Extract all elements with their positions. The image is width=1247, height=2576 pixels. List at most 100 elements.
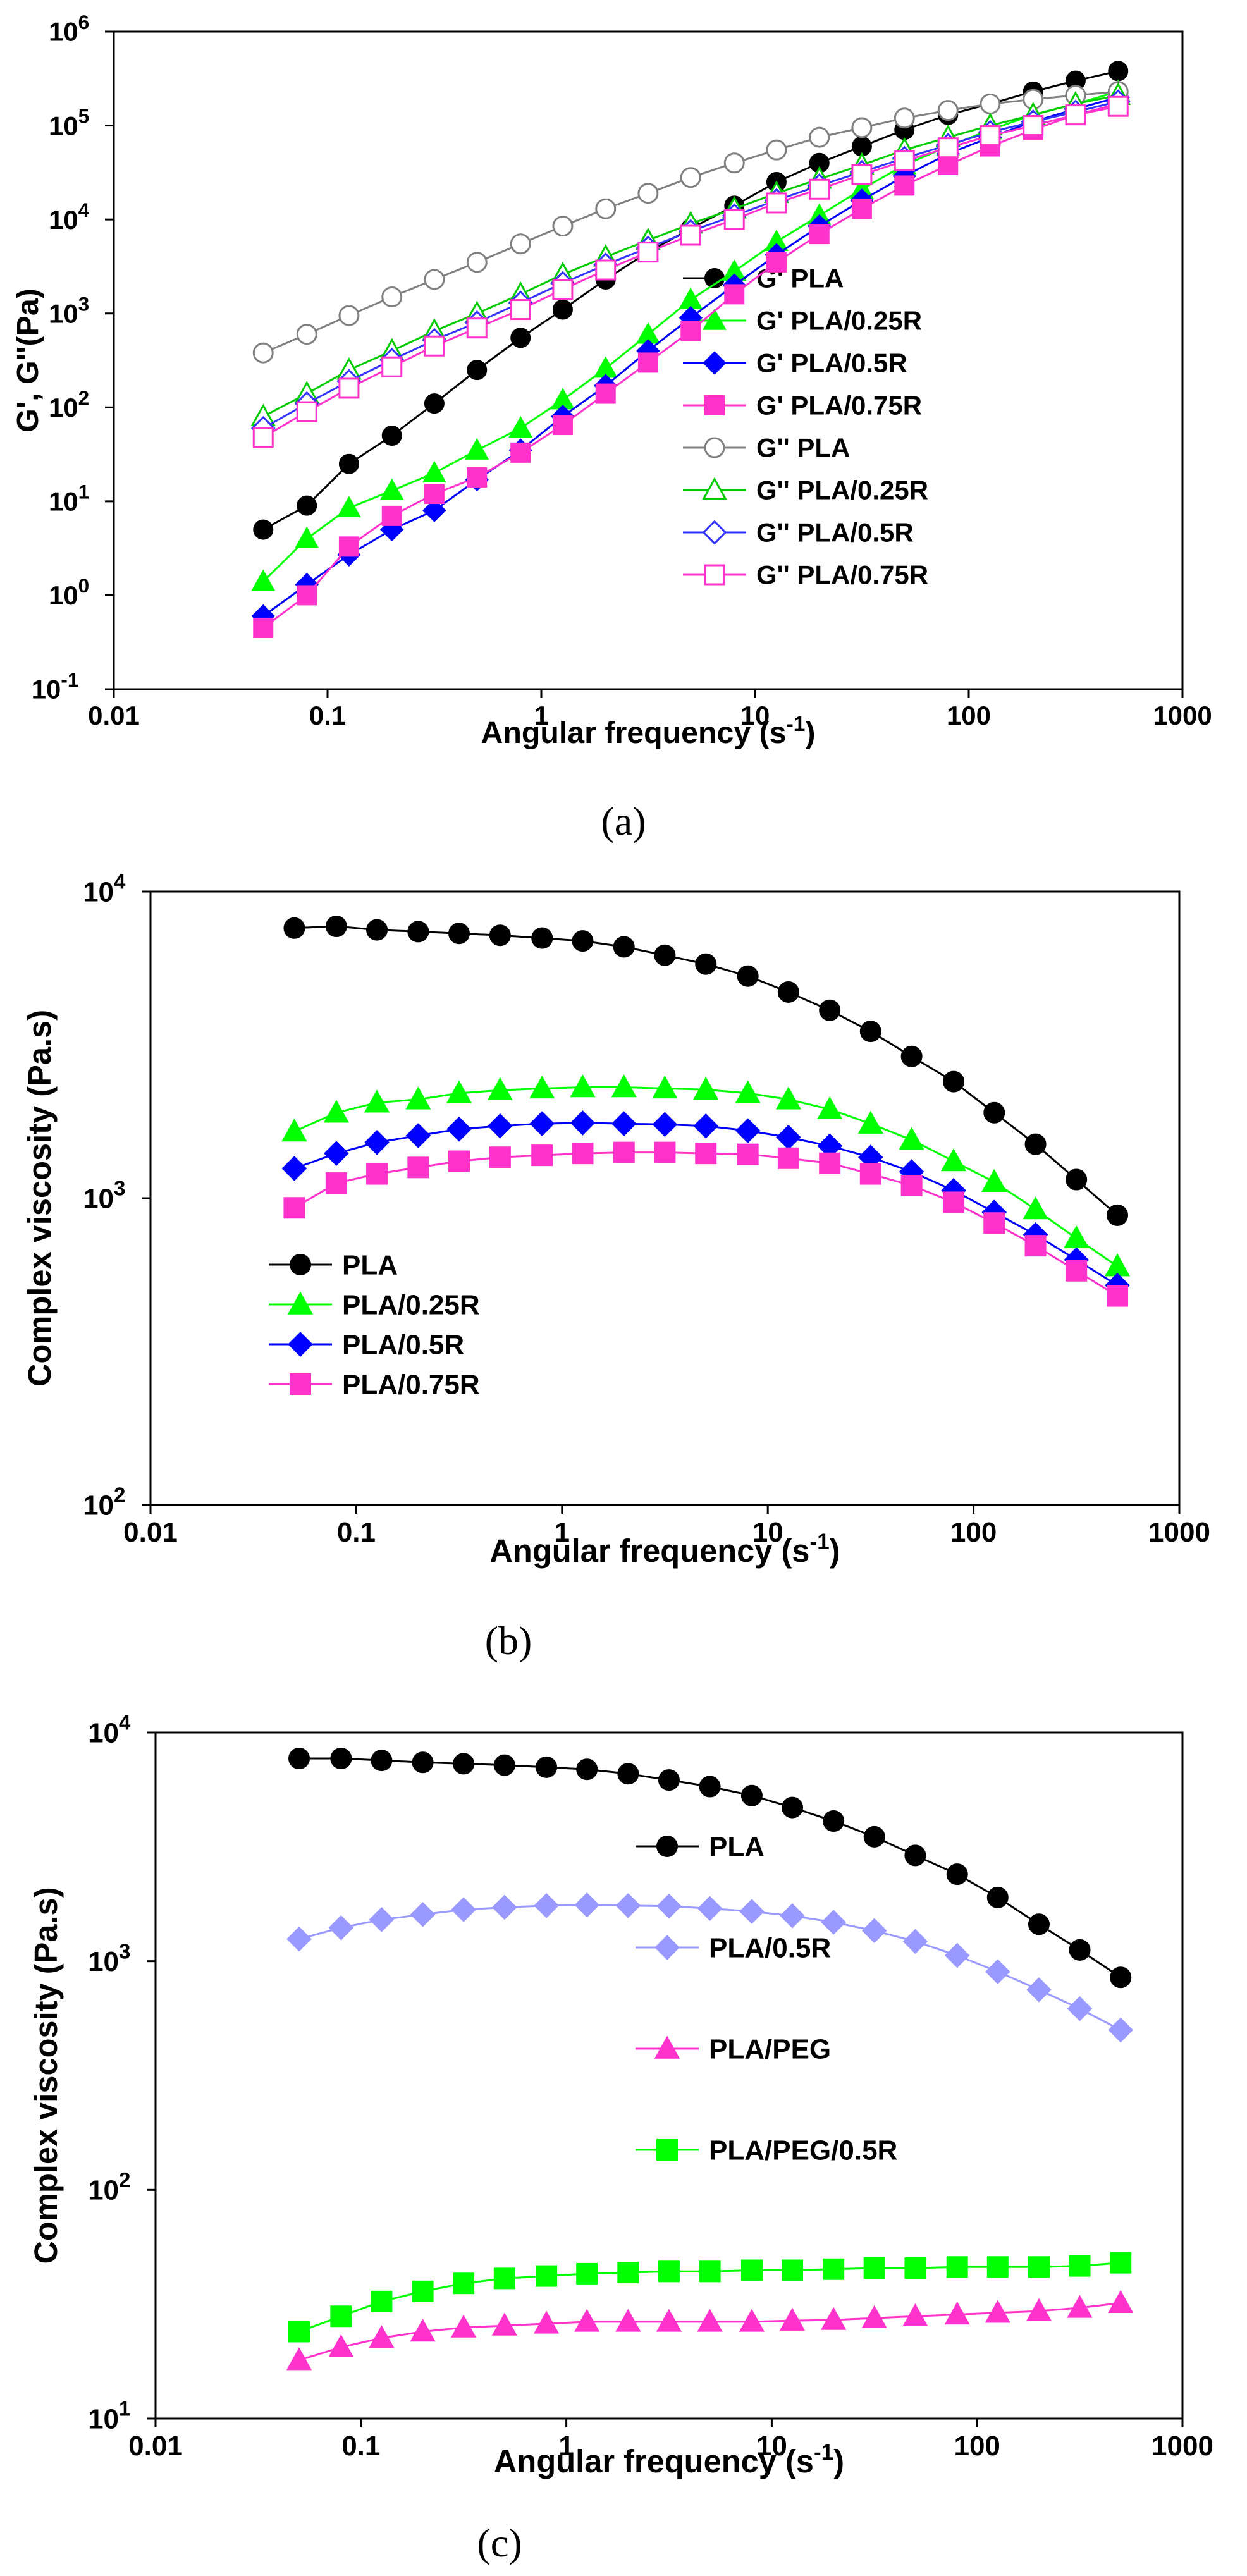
y-axis: 101 102 103 104: [88, 1711, 156, 2434]
data-point: [448, 1150, 470, 1172]
data-point: [777, 1147, 799, 1169]
data-point: [510, 328, 531, 348]
data-point: [851, 164, 873, 185]
x-tick-label: 0.1: [341, 2431, 380, 2462]
y-tick-label: 104: [83, 870, 126, 908]
data-point: [817, 1096, 843, 1120]
y-tick-label: 103: [83, 1177, 125, 1215]
legend-marker: [654, 2035, 680, 2059]
x-tick-label: 0.1: [337, 1517, 376, 1548]
data-point: [508, 415, 533, 438]
legend-label: G' PLA/0.75R: [756, 391, 922, 420]
legend-item: PLA: [636, 1831, 765, 1862]
x-tick-label: 10: [756, 2431, 787, 2462]
data-point: [821, 1910, 846, 1935]
data-point: [366, 1163, 388, 1185]
data-point: [572, 930, 594, 952]
caption-b: (b): [484, 1618, 532, 1663]
data-point: [491, 2312, 517, 2336]
data-point: [697, 2309, 723, 2332]
chart-c-svg: 0.01 0.1 1 10 100 1000 101 102 103 104 Angular fre…: [28, 1711, 1213, 2479]
data-point: [782, 1796, 804, 1819]
chart-panel-b: 0.01 0.1 1 10 100 1000 102 103 104 Angular freque…: [0, 847, 1247, 1682]
data-point: [595, 198, 617, 219]
data-point: [809, 126, 830, 148]
data-point: [1067, 1996, 1093, 2021]
data-point: [487, 1077, 513, 1100]
data-point: [536, 2265, 558, 2287]
data-point: [366, 919, 388, 941]
data-point: [288, 1748, 310, 1770]
x-tick-label: 10: [752, 1517, 783, 1548]
legend-label: G'' PLA/0.25R: [756, 475, 928, 505]
data-point: [637, 352, 658, 373]
x-tick-label: 1: [555, 1517, 570, 1548]
legend-marker: [290, 1373, 311, 1395]
data-point: [466, 252, 488, 273]
y-tick-label: 106: [49, 11, 89, 47]
data-point: [448, 923, 470, 945]
legend-marker: [654, 1935, 680, 1960]
data-point: [1023, 115, 1044, 137]
series-pla-0-5r: [286, 1892, 1134, 2043]
data-point: [737, 1143, 759, 1165]
data-point: [693, 1076, 719, 1100]
legend-marker: [704, 564, 725, 586]
legend-label: G'' PLA/0.75R: [756, 560, 928, 590]
data-point: [534, 1892, 559, 1918]
data-point: [697, 1896, 723, 1922]
data-point: [739, 2309, 765, 2332]
data-point: [574, 1892, 600, 1918]
data-point: [1028, 1913, 1050, 1935]
legend-label: PLA/0.5R: [342, 1329, 464, 1360]
data-point: [338, 377, 360, 399]
legend-label: PLA/0.75R: [342, 1369, 480, 1400]
legend-label: PLA: [342, 1249, 398, 1280]
data-point: [904, 2257, 926, 2279]
chart-a-svg: 0.01 0.1 1 10 100 100010-11001011021031041051…: [11, 11, 1212, 750]
data-point: [637, 242, 659, 263]
data-point: [735, 1118, 761, 1144]
legend-item: G' PLA/0.25R: [683, 306, 922, 336]
data-point: [613, 1141, 635, 1163]
data-point: [422, 498, 446, 522]
data-point: [615, 2309, 641, 2332]
data-point: [1064, 1225, 1090, 1249]
legend-label: PLA/0.25R: [342, 1289, 480, 1320]
x-tick-label: 1000: [1152, 2431, 1213, 2462]
data-point: [288, 2321, 310, 2343]
data-point: [776, 1124, 801, 1150]
data-point: [412, 1751, 434, 1774]
data-point: [900, 1045, 923, 1067]
data-point: [369, 2325, 395, 2348]
data-point: [775, 1086, 801, 1110]
data-point: [985, 1959, 1010, 1985]
data-point: [902, 2303, 928, 2326]
legend-label: PLA: [709, 1831, 765, 1862]
series-g-pla: [252, 81, 1129, 364]
legend-item: G' PLA/0.75R: [683, 391, 922, 420]
data-point: [652, 1075, 678, 1099]
series-g-pla-0-75r: [253, 94, 1129, 638]
legend-item: PLA/0.5R: [636, 1932, 831, 1963]
data-point: [424, 393, 445, 414]
data-point: [407, 921, 429, 943]
data-point: [467, 360, 488, 381]
data-point: [1069, 2255, 1091, 2277]
data-point: [466, 317, 488, 339]
data-point: [424, 269, 445, 290]
series-pla-0-75r: [283, 1141, 1129, 1307]
legend-item: G'' PLA: [683, 433, 850, 463]
caption-a: (a): [601, 799, 646, 843]
x-tick-label: 100: [947, 701, 991, 730]
data-point: [251, 569, 276, 591]
data-point: [859, 1021, 882, 1043]
y-tick-label: 104: [88, 1711, 131, 1749]
data-point: [446, 1080, 472, 1103]
data-point: [324, 1141, 349, 1166]
data-point: [283, 1197, 305, 1219]
data-point: [286, 2347, 312, 2371]
chart-panel-a: 0.01 0.1 1 10 100 1000 10-1 100 101 102 103 104 105 1…: [0, 0, 1247, 843]
data-point: [613, 936, 635, 958]
series-pla-0-25r: [281, 1074, 1131, 1277]
